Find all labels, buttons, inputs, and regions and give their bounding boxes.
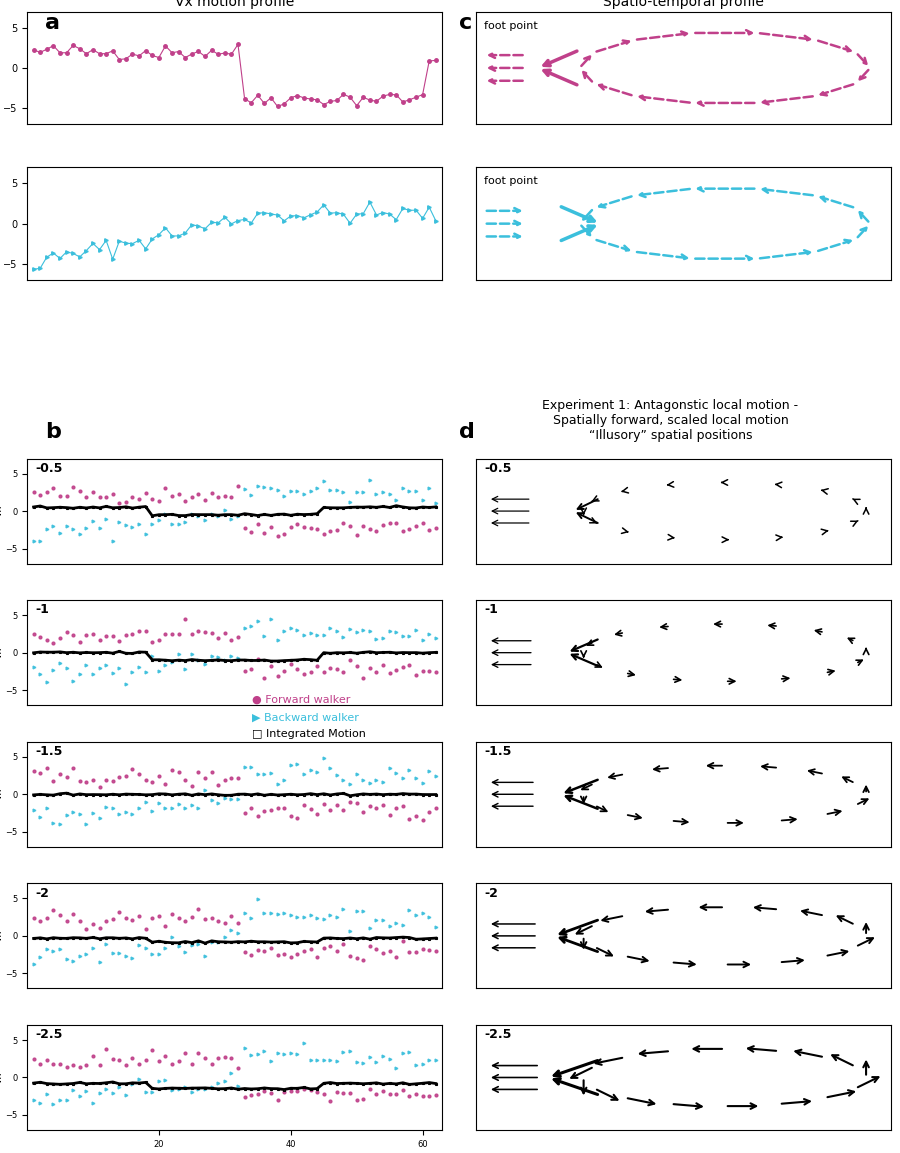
Text: -2: -2 [35,887,50,899]
Y-axis label: Vx: Vx [0,1071,4,1084]
Y-axis label: Vx: Vx [0,217,2,231]
Text: Experiment 1: Antagonstic local motion -
Spatially forward, scaled local motion
: Experiment 1: Antagonstic local motion -… [543,399,798,442]
Text: □ Integrated Motion: □ Integrated Motion [252,730,366,739]
Text: -1.5: -1.5 [484,745,511,758]
Text: -0.5: -0.5 [484,461,511,475]
Y-axis label: Vx: Vx [0,61,2,75]
Text: -1: -1 [484,603,498,617]
Text: -2.5: -2.5 [35,1028,63,1041]
Text: d: d [459,422,475,442]
Title: Vx motion profile: Vx motion profile [176,0,294,9]
Text: -1: -1 [35,603,50,617]
Text: -0.5: -0.5 [35,461,63,475]
Text: a: a [45,13,60,32]
Text: c: c [459,13,472,32]
Text: -2.5: -2.5 [484,1028,511,1041]
Text: -1.5: -1.5 [35,745,63,758]
Title: Spatio-temporal profile: Spatio-temporal profile [603,0,764,9]
Y-axis label: Vx: Vx [0,929,4,942]
Text: -2: -2 [484,887,498,899]
Y-axis label: Vx: Vx [0,789,4,800]
Text: b: b [45,422,61,442]
Y-axis label: Vx: Vx [0,505,4,518]
Text: foot point: foot point [484,176,537,187]
Text: foot point: foot point [484,21,537,31]
Y-axis label: Vx: Vx [0,647,4,658]
Text: ● Forward walker: ● Forward walker [252,695,350,704]
Text: ▶ Backward walker: ▶ Backward walker [252,713,359,722]
